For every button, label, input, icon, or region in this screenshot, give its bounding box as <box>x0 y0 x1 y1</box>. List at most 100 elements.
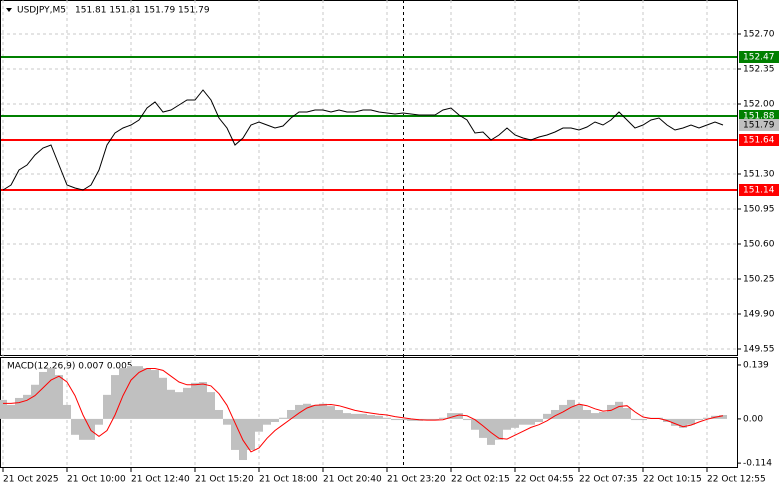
macd-bar <box>439 417 447 419</box>
macd-bar <box>495 418 503 440</box>
macd-bar <box>471 418 479 430</box>
macd-bar <box>431 418 439 421</box>
y-tick-label: 152.70 <box>743 30 775 40</box>
x-tick-label: 21 Oct 15:20 <box>195 475 254 485</box>
price-tag <box>739 119 779 131</box>
level-tag <box>739 184 779 196</box>
level-tag <box>739 134 779 146</box>
macd-bar <box>367 415 375 419</box>
macd-bar <box>671 418 679 426</box>
macd-bar <box>295 404 303 419</box>
y-tick-label: 152.00 <box>743 100 775 110</box>
level-tag <box>739 51 779 63</box>
macd-bar <box>383 417 391 419</box>
macd-bar <box>87 418 95 440</box>
x-tick-label: 22 Oct 12:55 <box>707 475 766 485</box>
macd-bar <box>687 418 695 425</box>
macd-bar <box>15 397 23 419</box>
macd-bar <box>23 394 31 419</box>
y-tick-label: 0.139 <box>743 360 769 370</box>
macd-bar <box>327 406 335 419</box>
macd-bar <box>631 418 639 421</box>
macd-bar <box>607 404 615 419</box>
level-label: 151.64 <box>743 136 775 146</box>
signal-line <box>3 368 724 453</box>
macd-bar <box>399 418 407 421</box>
x-tick-label: 21 Oct 2025 <box>3 475 59 485</box>
macd-bar <box>263 418 271 425</box>
macd-bar <box>335 409 343 419</box>
level-label: 151.14 <box>743 186 775 196</box>
macd-bar <box>455 413 463 419</box>
y-tick-label: 150.60 <box>743 240 775 250</box>
y-tick-label: -0.114 <box>743 459 772 469</box>
macd-bar <box>0 399 7 419</box>
chart-title: USDJPY,M5 <box>17 6 66 16</box>
macd-bar <box>127 366 135 419</box>
macd-bar <box>271 418 279 423</box>
macd-bar <box>503 418 511 430</box>
macd-bar <box>103 394 111 419</box>
macd-bar <box>639 418 647 421</box>
macd-bar <box>247 418 255 450</box>
y-tick-label: 150.25 <box>743 275 775 285</box>
macd-bar <box>575 404 583 419</box>
x-tick-label: 21 Oct 23:20 <box>387 475 446 485</box>
macd-title: MACD(12,26,9) 0.007 0.005 <box>7 362 133 372</box>
price-line <box>2 89 724 191</box>
y-tick-label: 152.35 <box>743 65 775 75</box>
y-tick-label: 149.55 <box>743 345 775 355</box>
macd-bar <box>167 389 175 419</box>
macd-bar <box>719 415 727 419</box>
macd-bar <box>95 418 103 425</box>
macd-bar <box>215 409 223 419</box>
ohlc-values: 151.81 151.81 151.79 151.79 <box>75 6 210 16</box>
macd-bar <box>351 413 359 419</box>
macd-bar <box>391 418 399 421</box>
level-label: 151.88 <box>743 112 775 122</box>
x-tick-label: 22 Oct 02:15 <box>451 475 510 485</box>
macd-bar <box>511 418 519 428</box>
macd-bar <box>111 375 119 419</box>
macd-bar <box>527 418 535 425</box>
macd-bar <box>679 418 687 428</box>
macd-bar <box>287 409 295 419</box>
macd-bar <box>519 418 527 425</box>
macd-bar <box>63 404 71 419</box>
x-tick-label: 21 Oct 10:00 <box>67 475 126 485</box>
macd-bar <box>143 368 151 419</box>
macd-bar <box>191 382 199 419</box>
macd-bar <box>319 403 327 419</box>
macd-bar <box>175 392 183 419</box>
x-tick-label: 21 Oct 18:00 <box>259 475 318 485</box>
y-tick-label: 149.90 <box>743 310 775 320</box>
macd-bar <box>623 408 631 419</box>
macd-bar <box>55 375 63 419</box>
y-tick-label: 150.95 <box>743 205 775 215</box>
macd-bar <box>551 409 559 419</box>
macd-bar <box>119 368 127 419</box>
x-tick-label: 22 Oct 07:35 <box>579 475 638 485</box>
macd-bar <box>255 418 263 432</box>
x-tick-label: 21 Oct 20:40 <box>323 475 382 485</box>
macd-bar <box>375 415 383 419</box>
macd-bar <box>159 377 167 419</box>
macd-bar <box>7 404 15 419</box>
macd-bar <box>447 413 455 419</box>
macd-bar <box>39 371 47 419</box>
macd-bar <box>599 411 607 419</box>
macd-bar <box>591 413 599 419</box>
macd-bar <box>423 418 431 421</box>
macd-bar <box>463 418 471 421</box>
macd-bar <box>135 366 143 419</box>
macd-bar <box>543 413 551 419</box>
menu-icon <box>6 8 12 12</box>
macd-bar <box>343 413 351 419</box>
macd-bar <box>151 370 159 419</box>
macd-bar <box>615 401 623 419</box>
macd-bar <box>703 417 711 419</box>
macd-bar <box>359 413 367 419</box>
price-label: 151.79 <box>743 121 775 131</box>
macd-bar <box>199 382 207 419</box>
